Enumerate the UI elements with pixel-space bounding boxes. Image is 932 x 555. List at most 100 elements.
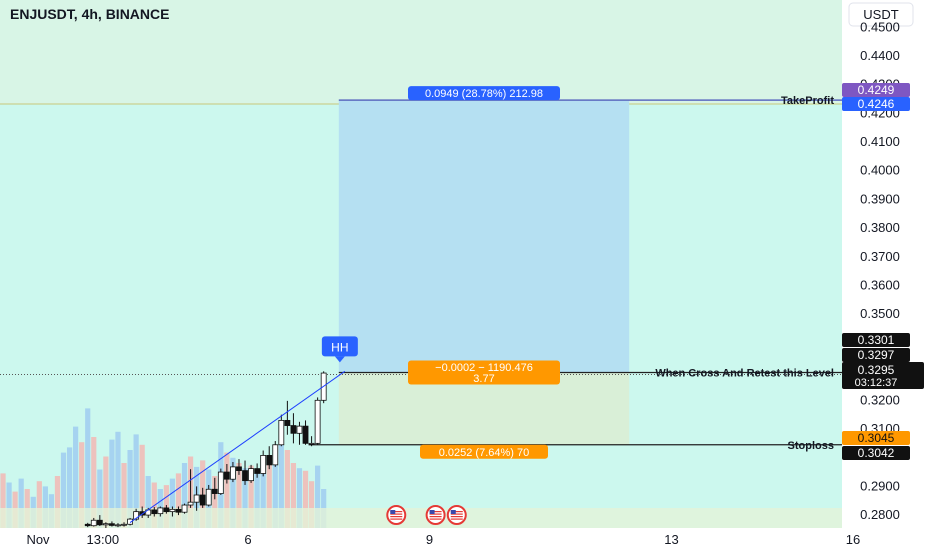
time-label-nov: Nov <box>26 532 50 547</box>
volume-bar <box>54 476 61 528</box>
entry-label: When Cross And Retest this Level <box>655 367 834 379</box>
candle-body <box>236 466 242 472</box>
price-tick: 0.2900 <box>860 478 900 493</box>
volume-bar <box>127 450 133 528</box>
price-badge-purple-text: 0.4249 <box>858 83 895 97</box>
price-badge-purple: 0.4249 <box>842 83 910 97</box>
candle-body <box>314 399 321 444</box>
candle <box>84 522 91 528</box>
us-flag-icon[interactable] <box>446 505 467 525</box>
volume-bar <box>230 457 236 528</box>
price-tick: 0.4100 <box>860 134 900 149</box>
candle-body <box>90 519 97 527</box>
price-tick: 0.3800 <box>860 220 900 235</box>
price-badge-take-profit-bg <box>842 97 910 111</box>
volume-bar <box>66 447 73 528</box>
price-tick: 0.4000 <box>860 163 900 178</box>
volume-baseline-band <box>0 508 842 528</box>
long-position-tool[interactable]: 0.0949 (28.78%) 212.98 −0.0002 − 1190.476… <box>0 86 842 459</box>
stoploss-label: Stoploss <box>788 440 834 452</box>
hh-label-text: HH <box>331 340 348 354</box>
volume-bar <box>103 456 109 528</box>
candle-body <box>163 507 170 513</box>
volume-bar <box>254 470 260 528</box>
flag-ring <box>386 505 407 525</box>
candle-body <box>248 468 254 482</box>
symbol-title[interactable]: ENJUSDT, 4h, BINANCE <box>10 6 169 22</box>
candle <box>278 414 285 447</box>
volume-bar <box>169 478 176 528</box>
current-price-value: 0.3295 <box>858 363 895 377</box>
us-flag-icon[interactable] <box>425 505 446 525</box>
volume-bar <box>115 431 121 528</box>
take-profit-stats-label-text: 0.0949 (28.78%) 212.98 <box>425 88 543 100</box>
volume-bar <box>109 439 115 528</box>
hh-label-pointer <box>334 356 345 363</box>
candle-body <box>242 470 248 482</box>
candle-body <box>223 471 230 480</box>
volume-bar <box>302 470 309 528</box>
currency-button-label: USDT <box>863 7 898 22</box>
time-axis[interactable] <box>0 528 842 550</box>
take-profit-stats-label-bg <box>408 86 560 101</box>
price-badge-high-text: 0.3301 <box>858 333 895 347</box>
candle <box>121 522 127 527</box>
candle-body <box>127 518 133 525</box>
volume-bar <box>296 468 303 528</box>
price-tick: 0.4500 <box>860 19 900 34</box>
volume-bar <box>272 460 278 528</box>
candle <box>205 484 212 507</box>
volume-bar <box>212 476 218 528</box>
price-badge-low-text: 0.3042 <box>858 446 895 460</box>
candle <box>296 421 303 445</box>
candle <box>187 469 194 508</box>
candle <box>266 446 273 470</box>
candle <box>115 523 121 528</box>
volume-bar <box>224 452 230 528</box>
entry-stats-label-text: 3.77 <box>473 373 494 385</box>
volume-bar <box>278 437 284 528</box>
volume-bar <box>18 478 24 528</box>
candle <box>248 464 254 483</box>
volume-bar <box>266 463 272 528</box>
hh-label: HH <box>321 336 358 363</box>
time-label-6: 6 <box>244 532 251 547</box>
candle-body <box>296 425 303 434</box>
current-price-bg <box>842 362 924 389</box>
candle <box>272 441 279 467</box>
flag-stripe <box>450 513 463 515</box>
volume-bar <box>139 444 145 528</box>
us-flag-icon[interactable] <box>386 505 407 525</box>
candle <box>127 517 133 526</box>
candle <box>193 486 200 511</box>
candle-body <box>266 454 273 466</box>
flag-ring <box>446 505 467 525</box>
stoploss-stats-label-bg <box>420 444 548 459</box>
candle-body <box>205 488 212 506</box>
flag-stripe <box>450 511 463 513</box>
price-badge-high-bg <box>842 333 910 347</box>
candle-body <box>115 524 121 527</box>
candle <box>102 522 109 528</box>
candle <box>236 459 242 475</box>
volume-bar <box>248 465 254 528</box>
volume-bar <box>133 434 139 528</box>
loss-zone <box>338 372 630 445</box>
candle-body <box>133 511 140 520</box>
flag-stripe <box>390 513 403 515</box>
volume-bar <box>145 476 151 528</box>
annotations: HH <box>129 336 467 525</box>
candle-body <box>139 511 146 516</box>
candle <box>181 503 188 514</box>
currency-button[interactable]: USDT <box>848 2 914 27</box>
price-badge-low: 0.3042 <box>842 446 910 460</box>
volume-bar <box>290 463 297 528</box>
volume-bar <box>79 442 85 528</box>
candle <box>254 463 261 478</box>
candle-body <box>121 523 127 526</box>
